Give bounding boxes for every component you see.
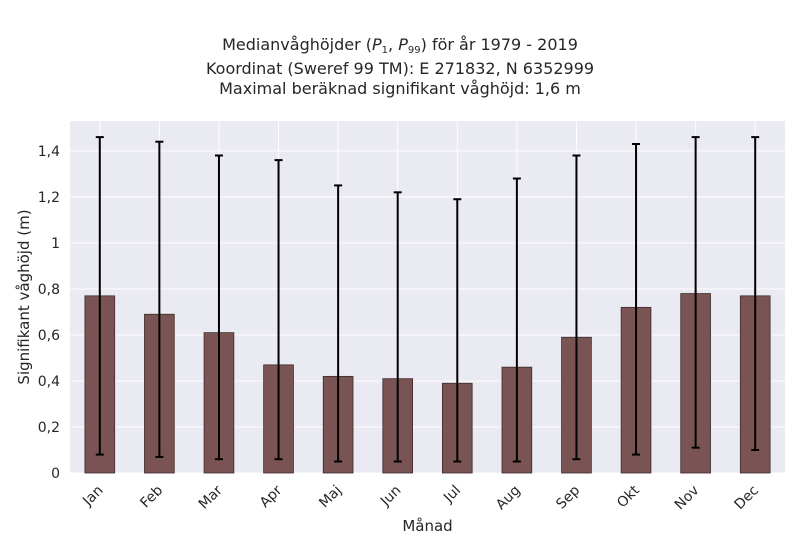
x-tick-label: Apr — [257, 482, 286, 511]
x-tick-label: Okt — [614, 482, 643, 511]
y-tick-label: 0,2 — [38, 420, 60, 436]
y-tick-label: 0,4 — [38, 374, 60, 390]
x-tick-label: Aug — [493, 483, 524, 514]
x-tick-label: Maj — [316, 483, 345, 512]
chart-title-line-3: Maximal beräknad signifikant våghöjd: 1,… — [219, 79, 581, 98]
x-tick-labels: Jan Feb Mar Apr Maj Jun Jul Aug Sep Okt Nov Dec — [79, 482, 762, 513]
x-tick-label: Mar — [196, 482, 226, 512]
plot-area — [70, 121, 785, 473]
title-p1-sub: 1 — [381, 45, 389, 56]
x-tick-label: Jan — [79, 483, 106, 510]
chart-title-line-2: Koordinat (Sweref 99 TM): E 271832, N 63… — [205, 59, 595, 78]
x-tick-label: Sep — [553, 482, 583, 512]
x-tick-label: Nov — [672, 483, 703, 514]
y-tick-label: 1,2 — [38, 190, 60, 206]
y-tick-label: 0,6 — [38, 328, 60, 344]
x-tick-label: Dec — [732, 483, 762, 513]
x-tick-label: Jun — [377, 483, 404, 510]
error-bars — [95, 136, 760, 463]
title-p99: P — [398, 35, 408, 54]
title-p99-sub: 99 — [407, 45, 421, 56]
y-tick-label: 0 — [51, 466, 60, 482]
x-tick-label: Jul — [440, 483, 464, 507]
title-sep: , — [388, 35, 399, 54]
y-axis-label: Signifikant våghöjd (m) — [15, 209, 33, 384]
y-tick-label: 1 — [51, 236, 60, 252]
title-suffix: ) för år 1979 - 2019 — [420, 35, 578, 54]
title-p1: P — [372, 35, 382, 54]
y-tick-label: 0,8 — [38, 282, 60, 298]
y-tick-labels: 0 0,2 0,4 0,6 0,8 1 1,2 1,4 — [38, 144, 60, 482]
y-tick-label: 1,4 — [38, 144, 60, 160]
title-prefix: Medianvåghöjder ( — [222, 35, 373, 54]
chart-title-line-1: Medianvåghöjder (P1, P99) för år 1979 - … — [0, 35, 800, 56]
x-axis-label: Månad — [402, 517, 452, 535]
x-tick-label: Feb — [137, 482, 166, 511]
